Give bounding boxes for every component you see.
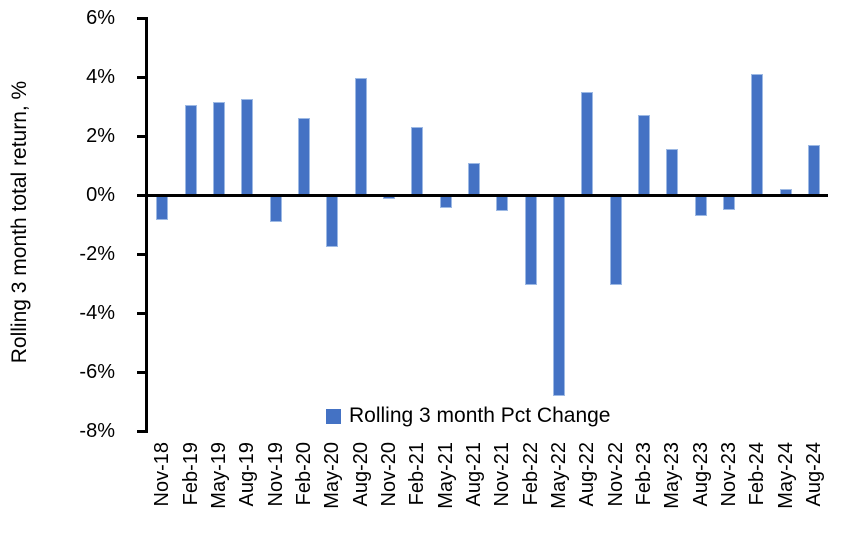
bar-Feb-24 [751, 74, 764, 195]
x-axis-label-Aug-20: Aug-20 [349, 442, 372, 507]
legend: Rolling 3 month Pct Change [326, 404, 611, 428]
y-axis-tick [137, 75, 145, 79]
bar-Aug-19 [241, 99, 254, 195]
y-axis-tick [137, 134, 145, 138]
bar-Aug-21 [467, 162, 480, 195]
x-axis-label-Aug-23: Aug-23 [689, 442, 712, 507]
y-axis-tick [137, 370, 145, 374]
x-axis-label-May-22: May-22 [547, 442, 570, 509]
x-axis-label-Nov-19: Nov-19 [264, 442, 287, 507]
y-axis-tick-label: 4% [86, 66, 115, 88]
legend-label: Rolling 3 month Pct Change [349, 404, 611, 427]
x-axis-label-Feb-24: Feb-24 [746, 442, 769, 506]
x-axis-label-Feb-20: Feb-20 [292, 442, 315, 506]
y-axis-tick-label: -8% [79, 420, 115, 442]
y-axis-tick [137, 311, 145, 315]
y-axis-line [145, 17, 148, 433]
bar-Feb-23 [637, 115, 650, 195]
bar-Nov-23 [722, 195, 735, 210]
y-axis-tick-label: 0% [86, 184, 115, 206]
x-axis-label-Feb-23: Feb-23 [632, 442, 655, 506]
x-axis-zero-line [145, 193, 828, 197]
x-axis-label-Feb-21: Feb-21 [406, 442, 429, 506]
bar-Nov-22 [609, 195, 622, 285]
x-axis-label-May-21: May-21 [434, 442, 457, 509]
y-axis-tick [137, 193, 145, 197]
y-axis-tick-label: 6% [86, 7, 115, 29]
bar-May-23 [666, 149, 679, 195]
y-axis-tick-label: -4% [79, 302, 115, 324]
x-axis-label-Aug-21: Aug-21 [462, 442, 485, 507]
y-axis-tick-label: 2% [86, 125, 115, 147]
x-axis-label-Feb-22: Feb-22 [519, 442, 542, 506]
x-axis-label-Feb-19: Feb-19 [179, 442, 202, 506]
bar-Feb-22 [524, 195, 537, 285]
x-axis-label-Nov-20: Nov-20 [377, 442, 400, 507]
x-axis-label-May-19: May-19 [207, 442, 230, 509]
y-axis-tick [137, 16, 145, 20]
y-axis-tick-label: -2% [79, 243, 115, 265]
bar-Nov-21 [496, 195, 509, 212]
x-axis-label-Aug-24: Aug-24 [802, 442, 825, 507]
bar-Aug-22 [581, 91, 594, 195]
x-axis-label-Nov-23: Nov-23 [717, 442, 740, 507]
bar-Aug-24 [807, 144, 820, 195]
bar-Nov-18 [156, 195, 169, 221]
y-axis-tick [137, 252, 145, 256]
bar-May-21 [439, 195, 452, 209]
bar-Aug-23 [694, 195, 707, 216]
y-axis-tick-label: -6% [79, 361, 115, 383]
bar-Aug-20 [354, 78, 367, 195]
x-axis-label-Nov-18: Nov-18 [151, 442, 174, 507]
bar-May-22 [552, 195, 565, 396]
x-axis-label-Nov-21: Nov-21 [491, 442, 514, 507]
x-axis-label-Aug-19: Aug-19 [236, 442, 259, 507]
x-axis-label-May-24: May-24 [774, 442, 797, 509]
legend-color-swatch [326, 408, 341, 424]
x-axis-label-Aug-22: Aug-22 [576, 442, 599, 507]
bar-Nov-19 [269, 195, 282, 222]
bar-Feb-19 [184, 105, 197, 195]
bar-May-20 [326, 195, 339, 247]
x-axis-label-Nov-22: Nov-22 [604, 442, 627, 507]
y-axis-tick [137, 429, 145, 433]
bar-Feb-20 [297, 118, 310, 195]
bar-May-19 [212, 102, 225, 195]
x-axis-label-May-23: May-23 [661, 442, 684, 509]
x-axis-label-May-20: May-20 [321, 442, 344, 509]
bar-Feb-21 [411, 127, 424, 195]
